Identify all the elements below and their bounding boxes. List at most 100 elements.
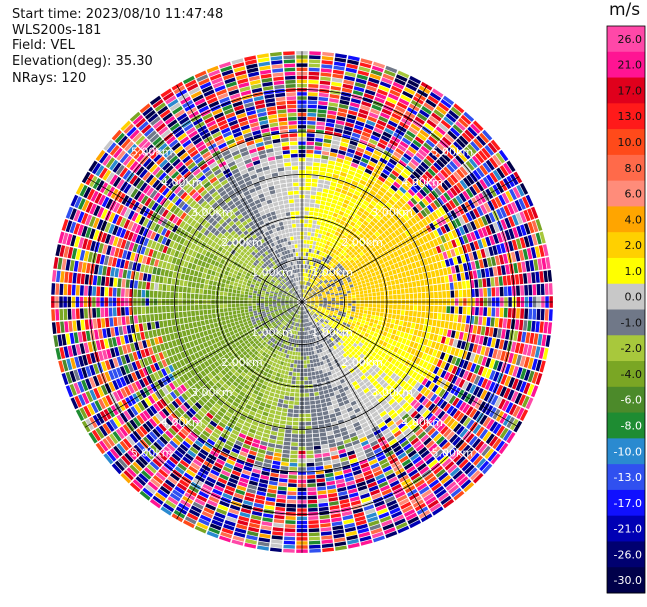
velocity-gate: [222, 404, 229, 411]
velocity-gate: [449, 467, 461, 477]
velocity-gate: [405, 149, 415, 158]
velocity-gate: [411, 355, 418, 363]
velocity-gate: [417, 462, 427, 472]
velocity-gate: [275, 506, 286, 512]
velocity-gate: [357, 227, 364, 233]
velocity-gate: [393, 430, 402, 438]
velocity-gate: [377, 235, 384, 242]
velocity-gate: [378, 421, 386, 429]
velocity-gate: [326, 292, 330, 295]
velocity-gate: [227, 512, 238, 519]
velocity-gate: [302, 327, 305, 332]
velocity-gate: [403, 87, 416, 95]
velocity-gate: [320, 523, 331, 528]
velocity-gate: [373, 149, 383, 157]
velocity-gate: [238, 515, 250, 522]
velocity-gate: [336, 336, 341, 341]
velocity-gate: [410, 123, 421, 132]
velocity-gate: [326, 401, 333, 407]
velocity-gate: [308, 347, 311, 352]
velocity-gate: [495, 287, 500, 297]
velocity-gate: [417, 164, 427, 173]
velocity-gate: [302, 289, 304, 293]
velocity-gate: [223, 523, 235, 531]
velocity-gate: [309, 288, 313, 292]
velocity-gate: [395, 178, 404, 186]
velocity-gate: [309, 306, 313, 310]
velocity-gate: [203, 415, 211, 423]
velocity-gate: [288, 404, 294, 409]
velocity-gate: [310, 278, 313, 283]
velocity-gate: [329, 185, 336, 191]
velocity-gate: [318, 335, 322, 340]
velocity-gate: [311, 249, 315, 254]
velocity-gate: [202, 445, 211, 453]
velocity-gate: [382, 215, 389, 222]
velocity-gate: [430, 270, 436, 278]
velocity-gate: [159, 436, 168, 445]
velocity-gate: [357, 165, 366, 172]
velocity-gate: [470, 363, 477, 373]
velocity-gate: [270, 543, 283, 548]
velocity-gate: [314, 305, 319, 307]
velocity-gate: [420, 386, 428, 395]
velocity-gate: [341, 430, 349, 437]
velocity-gate: [425, 265, 431, 272]
velocity-gate: [466, 361, 473, 371]
velocity-gate: [407, 396, 415, 404]
velocity-gate: [273, 418, 280, 424]
velocity-gate: [409, 328, 415, 335]
velocity-gate: [462, 224, 470, 234]
velocity-gate: [190, 462, 201, 471]
velocity-gate: [245, 538, 257, 545]
velocity-gate: [320, 398, 326, 404]
velocity-gate: [542, 244, 549, 257]
velocity-gate: [390, 206, 398, 214]
velocity-gate: [328, 156, 337, 162]
velocity-gate: [327, 110, 337, 116]
velocity-gate: [329, 207, 335, 212]
velocity-gate: [361, 368, 368, 374]
velocity-gate: [168, 456, 179, 465]
velocity-gate: [389, 295, 393, 300]
velocity-gate: [531, 320, 536, 332]
velocity-gate: [448, 258, 454, 266]
velocity-gate: [274, 514, 285, 520]
velocity-gate: [446, 266, 452, 275]
velocity-gate: [307, 121, 316, 125]
velocity-gate: [248, 362, 254, 368]
velocity-gate: [321, 333, 326, 338]
velocity-gate: [416, 343, 423, 351]
velocity-gate: [342, 347, 348, 353]
velocity-gate: [307, 318, 309, 322]
velocity-gate: [499, 207, 507, 218]
velocity-gate: [378, 175, 386, 183]
velocity-gate: [421, 286, 426, 293]
velocity-gate: [525, 397, 534, 410]
velocity-gate: [302, 272, 305, 277]
velocity-gate: [436, 398, 445, 407]
velocity-gate: [312, 309, 316, 313]
velocity-gate: [461, 149, 471, 160]
velocity-gate: [295, 314, 298, 318]
velocity-gate: [289, 350, 293, 355]
velocity-gate: [230, 473, 240, 481]
velocity-gate: [270, 326, 275, 331]
velocity-gate: [336, 158, 344, 164]
velocity-gate: [322, 327, 327, 332]
velocity-gate: [312, 291, 316, 295]
velocity-gate: [324, 223, 330, 228]
velocity-gate: [334, 470, 343, 476]
velocity-gate: [305, 305, 308, 309]
velocity-gate: [331, 517, 342, 523]
velocity-gate: [277, 327, 282, 332]
velocity-gate: [200, 396, 208, 404]
velocity-gate: [341, 262, 346, 267]
velocity-gate: [256, 352, 262, 358]
velocity-gate: [359, 251, 364, 257]
velocity-gate: [333, 254, 338, 259]
velocity-gate: [408, 369, 415, 377]
velocity-gate: [315, 370, 320, 375]
velocity-gate: [458, 264, 464, 273]
velocity-gate: [330, 325, 335, 329]
